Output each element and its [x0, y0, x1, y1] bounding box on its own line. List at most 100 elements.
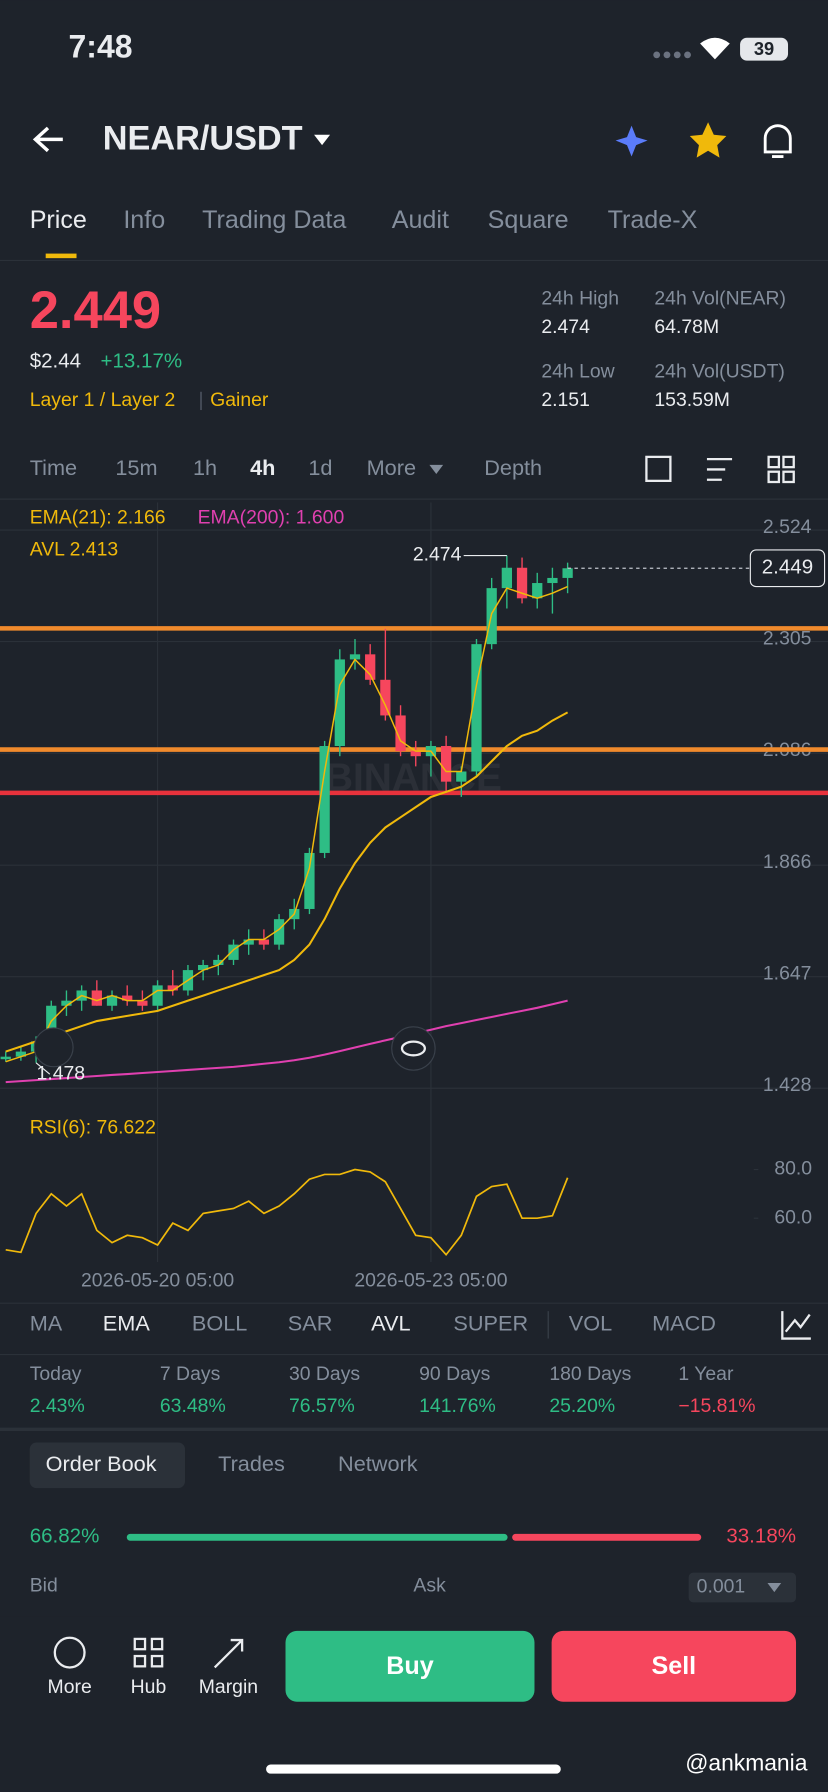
indicator-tab[interactable]: VOL [569, 1311, 612, 1336]
tab[interactable]: Price [30, 206, 87, 234]
low-marker-label: 1.478 [37, 1062, 86, 1084]
tab[interactable]: Trade-X [608, 206, 698, 234]
candle-body [46, 1005, 57, 1047]
sell-button[interactable] [551, 1630, 797, 1702]
bottom-item[interactable]: Hub [131, 1676, 167, 1698]
favorite-icon[interactable] [689, 122, 727, 158]
indicator-tab[interactable]: MA [30, 1311, 63, 1336]
candle-body [152, 985, 163, 1006]
stat-value: 64.78M [654, 316, 719, 338]
indicator-tab[interactable]: SAR [288, 1311, 333, 1336]
tool-icon[interactable] [645, 455, 672, 483]
x-tick-label: 2026-05-20 05:00 [81, 1270, 234, 1292]
tag[interactable]: Gainer [210, 389, 269, 411]
candle-body [395, 715, 406, 752]
expand-button[interactable] [33, 1027, 74, 1068]
candle-body [91, 990, 102, 1006]
perf-value: 25.20% [549, 1395, 615, 1417]
back-button[interactable] [32, 126, 63, 153]
pair-caret[interactable] [314, 134, 331, 146]
perf-label: 30 Days [289, 1363, 360, 1385]
last-price: 2.449 [30, 281, 161, 340]
interval[interactable]: 4h [250, 455, 275, 480]
legend-entry: EMA(21): 2.166 [30, 507, 166, 529]
interval[interactable]: Time [30, 455, 77, 480]
candle-body [258, 939, 270, 945]
candle-body [167, 985, 178, 991]
tab[interactable]: Audit [392, 206, 449, 234]
pair-title[interactable]: NEAR/USDT [103, 120, 303, 158]
perf-label: 1 Year [678, 1363, 734, 1385]
candle-body [106, 995, 118, 1006]
indicator-tab[interactable]: MACD [652, 1311, 716, 1336]
interval[interactable]: 1h [193, 455, 217, 480]
stat-label: 24h Vol(USDT) [654, 360, 785, 382]
ai-icon[interactable] [615, 125, 648, 157]
low-marker-line [35, 1062, 51, 1075]
tab[interactable]: Square [488, 206, 569, 234]
more-icon[interactable] [53, 1636, 86, 1669]
stat-value: 2.474 [541, 316, 590, 338]
candle-body [122, 995, 133, 1001]
buy-button[interactable] [285, 1630, 535, 1702]
indicator-tab[interactable]: SUPER [453, 1311, 528, 1336]
divider [0, 1427, 828, 1432]
order-tab[interactable]: Network [338, 1451, 418, 1476]
perf-value: 76.57% [289, 1395, 355, 1417]
tab[interactable]: Info [123, 206, 165, 234]
candle-body [547, 577, 558, 584]
tag[interactable]: Layer 1 / Layer 2 [30, 389, 176, 411]
chart: BINANCE2.5242.3052.0861.8661.6471.428202… [0, 502, 828, 1292]
buy-label[interactable]: Buy [386, 1652, 433, 1680]
ask-ratio-bar [512, 1533, 702, 1541]
indicator-tab[interactable]: EMA [103, 1311, 151, 1336]
y-tick-label: 1.866 [763, 851, 812, 873]
candle-body [304, 852, 315, 909]
order-tab-chip[interactable] [29, 1442, 186, 1489]
candle-body [137, 1000, 148, 1006]
candle-body [349, 654, 361, 660]
candle-body [471, 644, 482, 772]
interval[interactable]: Depth [484, 455, 542, 480]
stat-label: 24h Low [541, 360, 615, 382]
rsi-tick-label: 80.0 [774, 1158, 812, 1180]
precision-chip[interactable] [688, 1572, 797, 1603]
bottom-item[interactable]: Margin [199, 1676, 258, 1698]
wifi-icon [700, 37, 730, 60]
chart-type-icon[interactable] [781, 1311, 811, 1340]
candle-body [61, 1000, 72, 1006]
margin-icon[interactable] [213, 1638, 244, 1669]
indicator-line [5, 711, 569, 1053]
candle-body [516, 567, 528, 599]
credit: @ankmania [685, 1750, 807, 1776]
tab[interactable]: Trading Data [202, 206, 346, 234]
order-tab[interactable]: Trades [218, 1451, 285, 1476]
high-marker-label: 2.474 [413, 544, 462, 566]
candle-body [380, 679, 391, 716]
visibility-button[interactable] [391, 1026, 436, 1071]
layout-icon[interactable] [767, 455, 795, 484]
tab-underline [45, 253, 77, 259]
candle-body [243, 939, 254, 945]
battery-icon [740, 37, 789, 61]
perf-label: 90 Days [419, 1363, 490, 1385]
indicator-tab[interactable]: BOLL [192, 1311, 247, 1336]
battery-level: 39 [754, 38, 774, 59]
interval[interactable]: 15m [115, 455, 157, 480]
interval[interactable]: 1d [308, 455, 332, 480]
precision-value[interactable]: 0.001 [697, 1576, 746, 1598]
precision-caret [767, 1582, 782, 1593]
alert-icon[interactable] [763, 124, 792, 158]
candle-body [532, 583, 543, 599]
legend-entry: AVL 2.413 [30, 539, 118, 561]
order-tab[interactable]: Order Book [46, 1451, 157, 1476]
indicator-tab[interactable]: AVL [371, 1311, 410, 1336]
perf-label: 7 Days [160, 1363, 220, 1385]
sell-label[interactable]: Sell [651, 1652, 696, 1680]
hub-icon[interactable] [133, 1637, 164, 1668]
settings-icon[interactable] [706, 458, 733, 481]
status-time: 7:48 [69, 29, 133, 65]
bottom-item[interactable]: More [48, 1676, 92, 1698]
interval[interactable]: More [367, 455, 416, 480]
